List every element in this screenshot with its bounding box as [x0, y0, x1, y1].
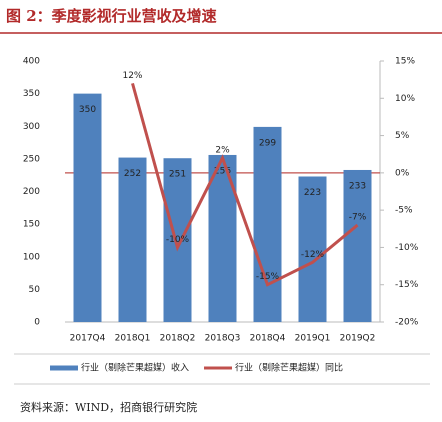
bar-label: 256: [214, 166, 231, 176]
x-tick-label: 2017Q4: [70, 334, 106, 344]
x-tick-label: 2019Q1: [295, 334, 331, 344]
y-tick-label: 200: [23, 187, 40, 197]
y-tick-label: 400: [23, 57, 40, 67]
line: [131, 82, 359, 287]
y2-tick-label: -10%: [395, 243, 419, 253]
y2-tick-label: -5%: [395, 206, 413, 216]
line-label: -15%: [256, 272, 280, 282]
bar: [298, 176, 327, 322]
y-tick-label: 0: [34, 318, 40, 328]
x-tick-label: 2018Q4: [250, 334, 286, 344]
chart-title: 图 2：季度影视行业营收及增速: [6, 7, 217, 25]
source: 资料来源：WIND，招商银行研究院: [20, 400, 197, 414]
x-tick-label: 2018Q2: [160, 334, 196, 344]
y2-tick-label: -20%: [395, 318, 419, 328]
y2-tick-label: 15%: [395, 57, 415, 67]
y-tick-label: 250: [23, 154, 40, 164]
bar-label: 350: [79, 105, 96, 115]
y-tick-label: 100: [23, 252, 40, 262]
bar: [343, 169, 372, 322]
x-tick-label: 2018Q1: [115, 334, 151, 344]
y-tick-label: 50: [29, 285, 41, 295]
y2-tick-label: 5%: [395, 131, 410, 141]
bar: [253, 126, 282, 322]
legend-label: 行业（剔除芒果超媒）同比: [235, 362, 343, 374]
x-tick-label: 2019Q2: [340, 334, 376, 344]
bar-label: 299: [259, 138, 276, 148]
x-tick-label: 2018Q3: [205, 334, 241, 344]
line-label: -10%: [166, 235, 190, 245]
line-label: 12%: [122, 71, 142, 81]
bar-label: 251: [169, 170, 186, 180]
y2-tick-label: 10%: [395, 94, 415, 104]
y2-tick-label: 0%: [395, 168, 410, 178]
bar-label: 223: [304, 188, 321, 198]
y-tick-label: 150: [23, 220, 40, 230]
y-tick-label: 350: [23, 89, 40, 99]
bar-label: 233: [349, 181, 366, 191]
legend-label: 行业（剔除芒果超媒）收入: [81, 362, 189, 374]
y2-tick-label: -15%: [395, 280, 419, 290]
bar: [73, 93, 102, 322]
line-label: -12%: [301, 250, 325, 260]
bar: [163, 158, 192, 322]
bar: [118, 157, 147, 322]
line-label: -7%: [349, 213, 367, 223]
bar-label: 252: [124, 169, 141, 179]
y-tick-label: 300: [23, 122, 40, 132]
line-label: 2%: [215, 145, 230, 155]
